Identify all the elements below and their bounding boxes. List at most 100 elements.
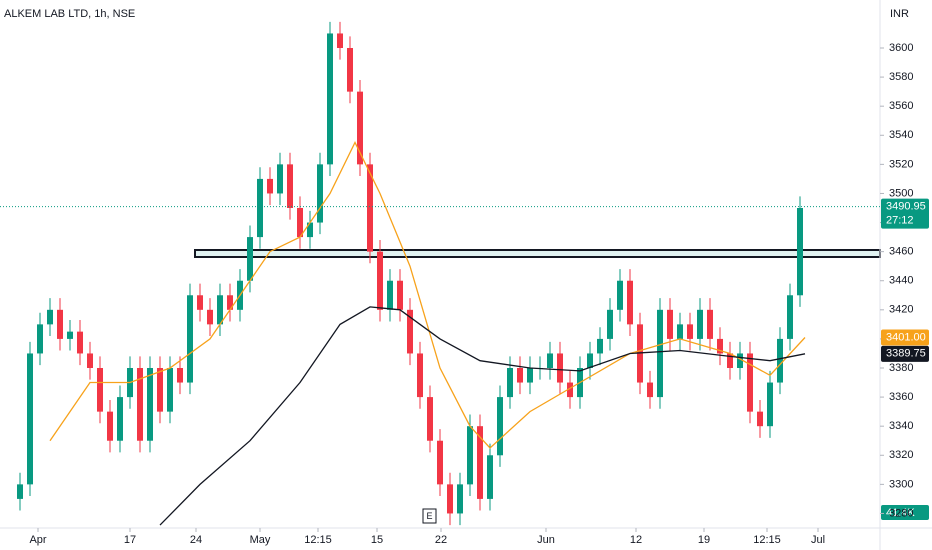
candle-body [277,164,283,194]
candle-body [27,353,33,485]
candle-body [697,309,703,339]
price-badge [881,345,929,362]
x-tick-label: 12:15 [304,534,332,546]
y-tick-label: 3300 [889,478,913,490]
candle-body [147,368,153,441]
x-tick-label: 15 [371,534,383,546]
candle-body [227,295,233,310]
countdown: 27:12 [886,215,914,227]
y-tick-label: 3560 [889,100,913,112]
candle-body [627,280,633,325]
candle-body [47,309,53,325]
candle-body [417,353,423,398]
x-tick-label: May [250,534,271,546]
y-tick-label: 3580 [889,71,913,83]
candle-body [587,353,593,368]
candle-body [157,368,163,412]
candle-body [377,251,383,310]
candle-body [387,280,393,310]
x-tick-label: 12 [630,534,642,546]
candle-body [197,295,203,310]
moving-average [159,306,806,526]
event-marker [422,508,437,524]
candle-body [17,484,23,499]
candle-body [757,411,763,427]
candle-body [597,338,603,354]
y-tick-label: 3280 [889,507,913,519]
candle-body [37,324,43,354]
candle-body [457,484,463,514]
candle-body [677,324,683,339]
candle-body [77,331,83,354]
y-tick-label: 3460 [889,246,913,258]
candle-body [167,368,173,412]
drawn-zone [194,249,881,258]
candle-body [117,397,123,441]
candle-body [777,338,783,383]
price-badge [881,329,929,346]
y-tick-label: 3420 [889,304,913,316]
candle-body [657,309,663,398]
candle-body [487,455,493,499]
candle-body [407,309,413,354]
candle-body [267,178,273,194]
candle-body [717,338,723,354]
candle-body [177,368,183,383]
candle-body [517,368,523,383]
volume-badge [881,505,929,520]
candle-body [547,353,553,368]
y-tick-label: 3320 [889,449,913,461]
event-label: E [426,511,432,521]
x-tick-label: Jul [811,534,825,546]
x-tick-label: 12:15 [753,534,781,546]
y-tick-label: 3340 [889,420,913,432]
candle-body [567,382,573,398]
volume-label: 41.4K [886,507,915,519]
x-tick-label: 24 [190,534,202,546]
candle-body [217,295,223,325]
candle-body [247,237,253,281]
price-label: 3490.95 [886,201,926,213]
candle-body [527,368,533,383]
candle-body [437,440,443,485]
x-tick-label: 19 [698,534,710,546]
candle-body [87,353,93,368]
y-tick-label: 3500 [889,187,913,199]
price-badge [881,198,929,229]
currency: INR [890,8,909,20]
candle-body [257,178,263,238]
candle-body [557,353,563,383]
candle-body [507,368,513,398]
candle-body [497,397,503,456]
candle-body [797,208,803,296]
candle-body [447,484,453,514]
y-tick-label: 3540 [889,129,913,141]
x-tick-label: Apr [29,534,46,546]
candle-body [137,368,143,441]
x-tick-label: 22 [435,534,447,546]
y-tick-label: 3520 [889,158,913,170]
y-tick-label: 3600 [889,42,913,54]
candle-body [367,164,373,252]
candle-body [707,309,713,339]
candle-body [347,48,353,92]
candle-body [767,382,773,427]
x-tick-label: 17 [124,534,136,546]
candle-body [427,397,433,441]
price-label: 3401.00 [886,331,926,343]
y-tick-label: 3440 [889,275,913,287]
candle-body [357,91,363,165]
candle-body [647,382,653,398]
candle-body [687,324,693,339]
candle-body [607,309,613,339]
candle-body [317,164,323,223]
candle-body [787,295,793,339]
candle-body [207,309,213,325]
candle-body [287,164,293,208]
candle-body [477,426,483,499]
chart-title: ALKEM LAB LTD, 1h, NSE [4,8,135,20]
candle-body [187,295,193,383]
moving-average [49,141,806,449]
x-tick-label: Jun [537,534,555,546]
